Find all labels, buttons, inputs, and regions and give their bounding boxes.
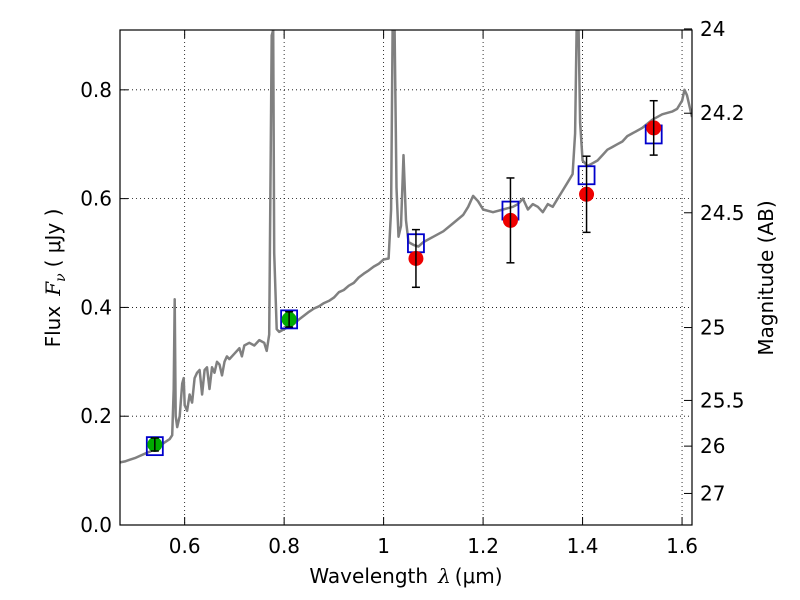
x-axis-symbol: λ	[437, 564, 451, 588]
y-tick-label: 0.4	[80, 295, 112, 319]
tick-layer: 0.6 0.8 1 1.2 1.4 1.6 0.0 0.2 0.4 0.6 0.8 24 24.2 24.…	[80, 17, 744, 558]
y-tick-label: 0.8	[80, 78, 112, 102]
y-axis-symbol: F	[41, 281, 65, 297]
x-axis-label: Wavelength	[309, 564, 428, 588]
y-axis-label: Flux	[41, 306, 65, 348]
y2-tick-label: 24.5	[700, 201, 745, 225]
y2-tick-label: 25	[700, 316, 725, 340]
y-axis-title: Flux Fν ( μJy )	[41, 209, 69, 348]
x-tick-label: 1.4	[567, 534, 599, 558]
y-tick-label: 0.2	[80, 404, 112, 428]
x-tick-label: 0.6	[169, 534, 201, 558]
y-axis-subscript: ν	[53, 273, 69, 282]
y-axis-unit: ( μJy )	[41, 209, 65, 268]
y2-tick-label: 27	[700, 481, 725, 505]
x-tick-label: 1.6	[666, 534, 698, 558]
data-layer	[120, 30, 692, 464]
sed-line	[120, 30, 692, 464]
x-axis-title: Wavelength λ (μm)	[309, 564, 502, 588]
clipped-data	[120, 30, 692, 464]
y2-axis-title: Magnitude (AB)	[754, 200, 778, 355]
y2-tick-label: 25.5	[700, 388, 745, 412]
grid-layer	[120, 30, 692, 526]
x-tick-label: 1.2	[467, 534, 499, 558]
y-tick-label: 0.0	[80, 513, 112, 537]
y2-tick-label: 24.2	[700, 101, 745, 125]
y2-tick-label: 26	[700, 434, 725, 458]
y-tick-label: 0.6	[80, 187, 112, 211]
y2-tick-label: 24	[700, 17, 725, 41]
x-tick-label: 0.8	[268, 534, 300, 558]
model-square	[280, 309, 299, 330]
x-tick-label: 1	[377, 534, 390, 558]
plot-frame	[119, 29, 693, 526]
x-axis-unit: (μm)	[455, 564, 503, 588]
